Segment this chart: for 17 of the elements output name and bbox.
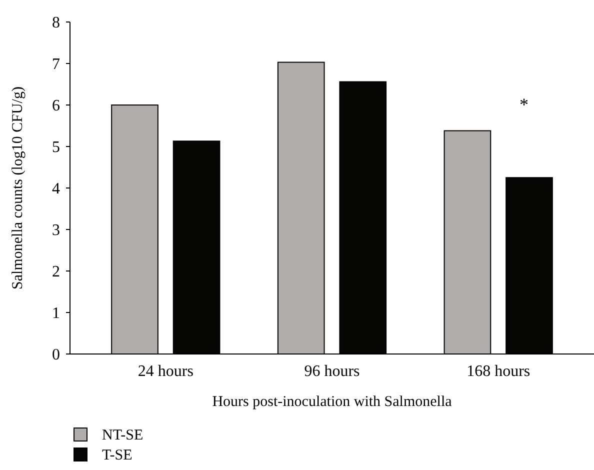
y-tick-label: 7: [52, 56, 60, 74]
y-tick-label: 2: [52, 264, 60, 281]
y-tick-label: 4: [52, 180, 60, 198]
y-tick-label: 8: [52, 14, 60, 32]
y-tick-label: 5: [52, 139, 60, 156]
annotation: *: [520, 94, 528, 115]
x-tick-label: 24 hours: [138, 363, 194, 380]
y-axis-title: Salmonella counts (log10 CFU/g): [10, 86, 26, 290]
x-tick-label: 168 hours: [466, 363, 530, 380]
legend-label: NT-SE: [102, 427, 144, 444]
x-tick-label: 96 hours: [304, 363, 360, 380]
y-tick-label: 0: [52, 346, 60, 364]
legend-label: T-SE: [102, 447, 132, 464]
y-tick-label: 3: [52, 222, 60, 240]
y-tick-label: 6: [52, 98, 60, 115]
y-tick-label: 1: [52, 305, 60, 322]
x-axis-title: Hours post-inoculation with Salmonella: [212, 394, 452, 410]
